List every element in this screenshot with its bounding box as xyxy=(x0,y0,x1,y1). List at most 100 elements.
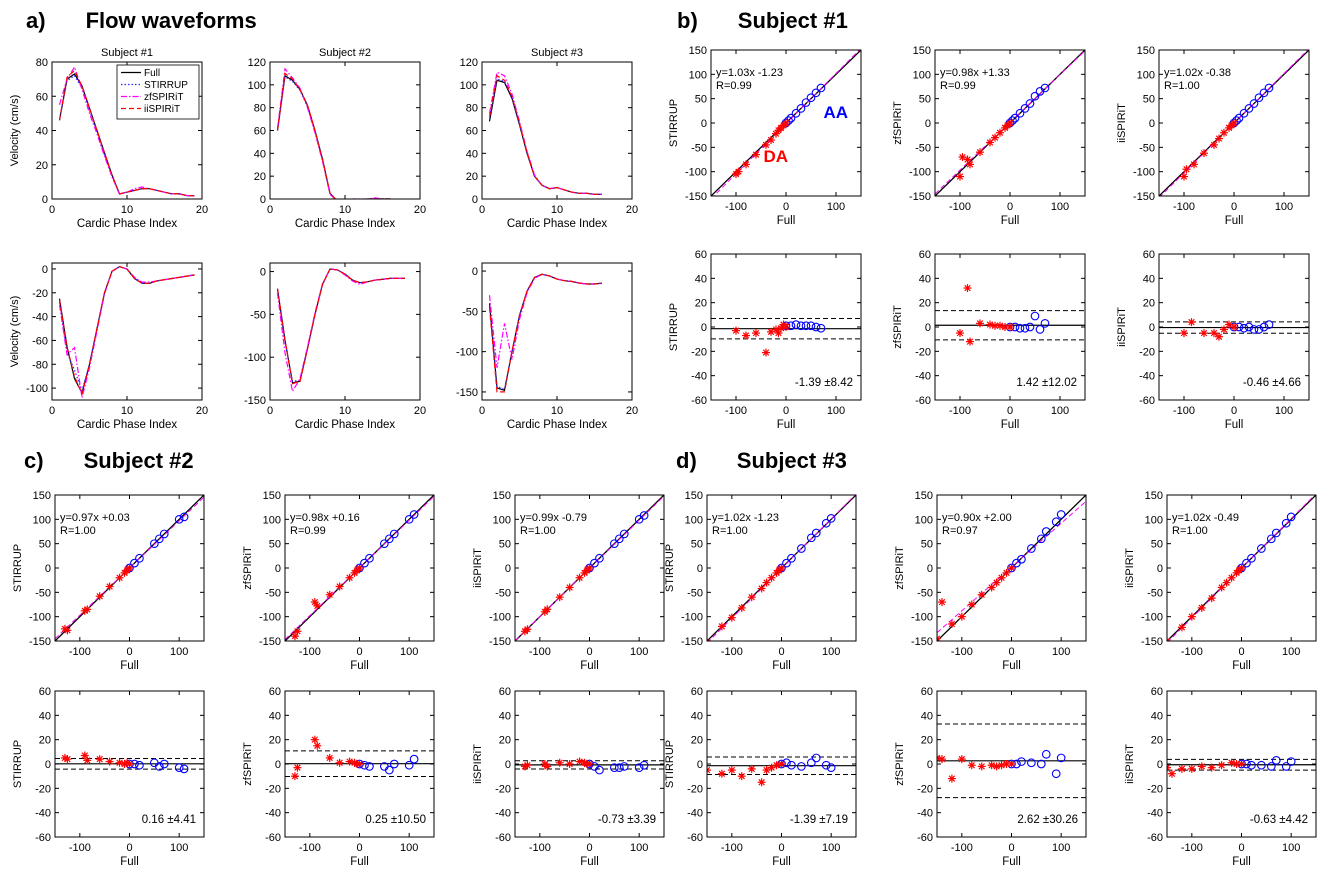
chart-wave-s1-aa: 0 10 20 0 20 40 60 80 Cardic Phase Index Velocity… xyxy=(9,47,208,230)
plot-area xyxy=(285,495,434,641)
plot-area xyxy=(55,751,204,774)
da-point xyxy=(752,329,760,338)
y-tick-label: -20 xyxy=(687,783,703,795)
chart-title: Subject #2 xyxy=(319,47,371,59)
aa-point xyxy=(1266,534,1276,544)
aa-point xyxy=(1017,554,1026,564)
y-tick-label: -20 xyxy=(265,783,281,795)
x-tick-label: 10 xyxy=(339,204,351,216)
plot-frame xyxy=(481,262,633,401)
y-tick-label: 0 xyxy=(42,264,48,276)
y-tick-label: -100 xyxy=(1141,612,1163,624)
aa-point xyxy=(826,514,836,523)
y-tick-label: 60 xyxy=(695,249,707,261)
x-tick-label: -100 xyxy=(69,646,91,658)
da-point xyxy=(956,172,964,181)
plot-area xyxy=(515,495,664,641)
x-axis-label: Cardic Phase Index xyxy=(295,419,396,431)
da-point xyxy=(777,564,786,572)
aa-point xyxy=(1025,99,1035,108)
y-tick-label: 150 xyxy=(689,45,707,57)
series-full xyxy=(276,268,405,384)
da-point xyxy=(1227,758,1236,767)
x-tick-label: 100 xyxy=(170,842,188,854)
x-tick-label: 20 xyxy=(626,405,638,417)
y-tick-label: 100 xyxy=(263,514,281,526)
da-point xyxy=(1167,637,1171,641)
y-tick-label: -50 xyxy=(250,309,266,321)
aa-point xyxy=(1286,512,1296,522)
aa-point xyxy=(1266,762,1276,771)
x-tick-label: -100 xyxy=(725,405,747,417)
aa-point xyxy=(791,108,801,118)
da-point xyxy=(1190,160,1198,169)
y-tick-label: 100 xyxy=(913,69,931,81)
y-tick-label: 50 xyxy=(919,94,931,106)
da-point xyxy=(1002,568,1011,577)
x-axis-label: Full xyxy=(580,660,599,672)
y-tick-label: -150 xyxy=(681,636,703,648)
y-tick-label: 0 xyxy=(505,563,511,575)
y-axis-label: iiSPIRiT xyxy=(472,744,484,784)
chart-s1-ii-corr: -100 0 100 -150 -100 -50 0 50 100 150 Full iiSPIRiT… xyxy=(1116,45,1310,227)
y-tick-label: 150 xyxy=(915,490,933,502)
section-a-title: a) Flow waveforms xyxy=(26,8,257,34)
plot-area xyxy=(937,723,1086,799)
da-point xyxy=(717,769,726,778)
x-tick-label: 100 xyxy=(170,646,188,658)
da-point xyxy=(782,119,790,127)
da-point xyxy=(963,155,972,164)
x-tick-label: -100 xyxy=(721,646,743,658)
aa-point xyxy=(797,544,806,553)
da-point xyxy=(1167,769,1176,778)
aa-point xyxy=(590,558,599,568)
aa-point xyxy=(614,763,624,773)
legend-entry: zfSPIRiT xyxy=(144,92,183,103)
x-tick-label: 0 xyxy=(1231,405,1237,417)
da-point xyxy=(355,760,364,768)
section-letter: d) xyxy=(676,448,697,473)
y-tick-label: 150 xyxy=(263,490,281,502)
da-point xyxy=(1200,329,1208,338)
da-point xyxy=(1001,323,1009,331)
chart-title: Subject #1 xyxy=(101,47,153,59)
y-tick-label: -100 xyxy=(909,167,931,179)
aa-point xyxy=(1247,553,1256,563)
da-point xyxy=(1210,140,1218,149)
da-point xyxy=(335,758,344,767)
y-tick-label: -20 xyxy=(1147,783,1163,795)
aa-point xyxy=(365,762,374,771)
x-tick-label: -100 xyxy=(299,842,321,854)
da-point xyxy=(1237,760,1246,768)
da-point xyxy=(105,757,114,766)
da-point xyxy=(977,590,986,599)
plot-frame xyxy=(269,61,421,200)
aa-point xyxy=(806,321,816,331)
x-tick-label: -100 xyxy=(721,842,743,854)
chart-s3-ii-ba: -100 0 100 -60 -40 -20 0 20 40 60 Full iiSPIRiT -0.6… xyxy=(1124,686,1317,868)
aa-point xyxy=(784,116,793,125)
fit-equation: R=1.00 xyxy=(520,525,556,537)
y-tick-label: 50 xyxy=(269,539,281,551)
x-axis-label: Full xyxy=(120,856,139,868)
da-point xyxy=(1187,318,1196,327)
series-iispirit xyxy=(58,69,195,197)
y-tick-label: 40 xyxy=(919,273,931,285)
bias-annotation: -0.63 ±4.42 xyxy=(1250,814,1308,826)
aa-point xyxy=(1264,83,1274,93)
legend-box xyxy=(116,64,200,120)
y-tick-label: 20 xyxy=(921,735,933,747)
da-point xyxy=(956,329,964,338)
aa-point xyxy=(1035,325,1045,334)
aa-point xyxy=(1056,753,1066,763)
da-point xyxy=(1167,763,1171,772)
chart-s1-stirrup-corr: -100 0 100 -150 -100 -50 0 50 100 150 Full STIRRUP y… xyxy=(668,45,862,227)
y-tick-label: 40 xyxy=(269,710,281,722)
y-axis-label: iiSPIRiT xyxy=(1116,307,1128,347)
aa-point xyxy=(1244,322,1254,332)
y-tick-label: 50 xyxy=(1143,94,1155,106)
aa-point xyxy=(826,763,836,773)
da-point xyxy=(967,761,976,770)
aa-point xyxy=(1041,527,1051,536)
da-point xyxy=(737,603,746,612)
